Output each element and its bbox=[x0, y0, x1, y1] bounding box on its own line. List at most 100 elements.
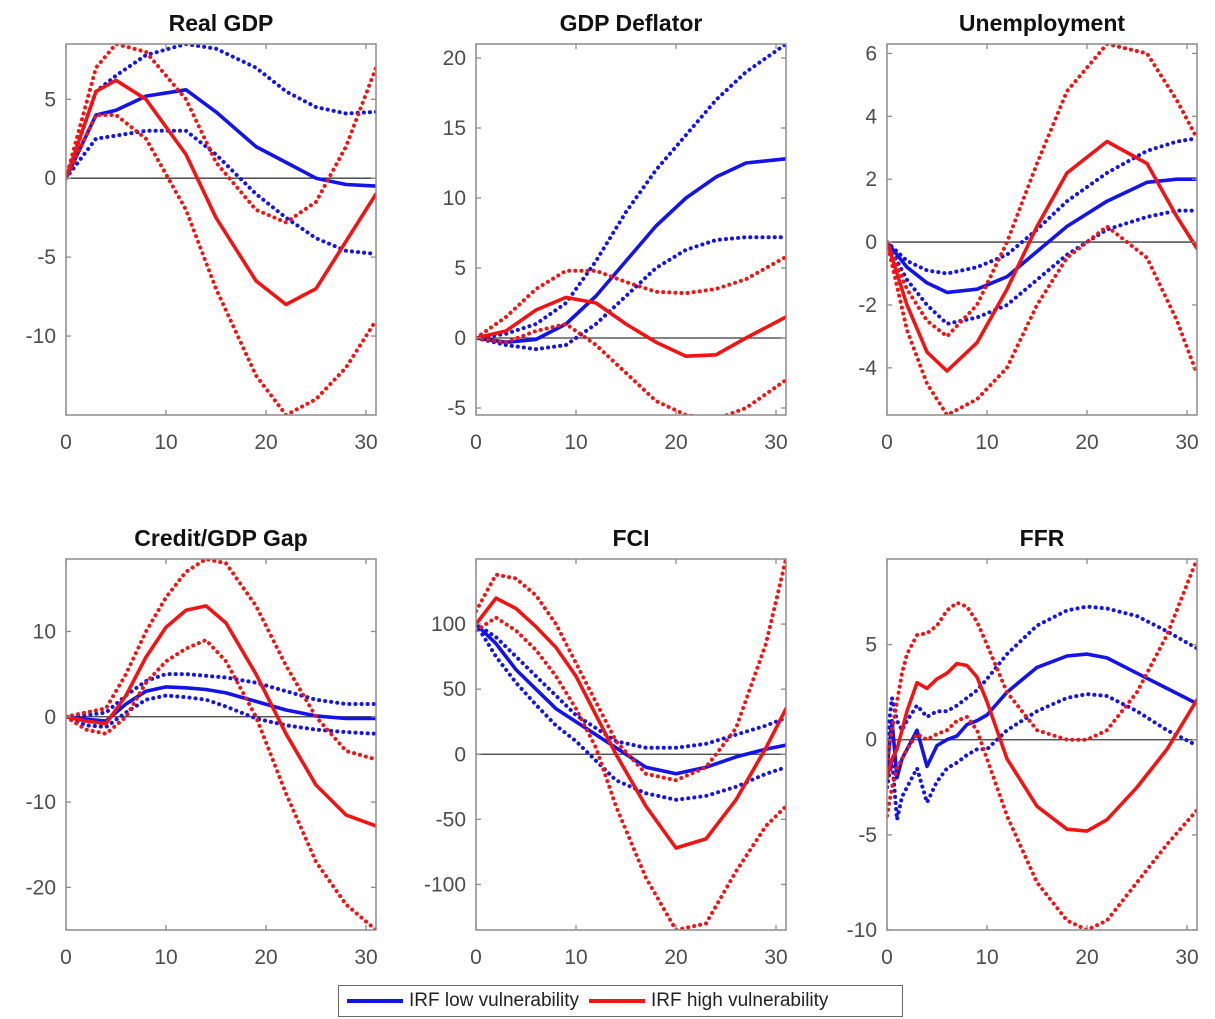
y-tick-label: 0 bbox=[454, 743, 466, 766]
series-line-4 bbox=[887, 559, 1197, 761]
y-tick-label: 0 bbox=[454, 327, 466, 350]
panel-5: FFR 0 10 20 30 -10 -5 0 5 bbox=[847, 525, 1199, 969]
series-line-1 bbox=[476, 44, 786, 340]
x-tick-label: 0 bbox=[470, 431, 482, 454]
y-tick-label: 5 bbox=[454, 257, 466, 280]
series-line-0 bbox=[887, 652, 1197, 780]
series-line-5 bbox=[887, 714, 1197, 930]
y-tick-label: 0 bbox=[865, 729, 877, 752]
panel-title: FFR bbox=[1020, 525, 1065, 551]
x-tick-label: 30 bbox=[1175, 431, 1198, 454]
x-tick-label: 30 bbox=[764, 431, 787, 454]
y-tick-label: 15 bbox=[443, 117, 466, 140]
series-line-4 bbox=[476, 559, 786, 783]
x-tick-label: 20 bbox=[1075, 431, 1098, 454]
series-line-5 bbox=[476, 615, 786, 930]
axes-frame bbox=[65, 558, 377, 931]
series-line-0 bbox=[887, 177, 1197, 295]
x-tick-label: 30 bbox=[764, 946, 787, 969]
y-tick-label: 2 bbox=[865, 168, 877, 191]
series-line-3 bbox=[476, 295, 786, 359]
panel-title: Real GDP bbox=[169, 10, 274, 36]
series-line-2 bbox=[66, 128, 376, 256]
y-tick-label: -50 bbox=[436, 808, 466, 831]
series-line-1 bbox=[66, 44, 376, 181]
legend-swatch-low bbox=[347, 999, 403, 1003]
y-tick-label: 0 bbox=[865, 231, 877, 254]
series-line-1 bbox=[476, 622, 786, 750]
panel-title: FCI bbox=[612, 525, 649, 551]
series-line-4 bbox=[887, 44, 1197, 339]
x-tick-label: 20 bbox=[1075, 946, 1098, 969]
series-line-2 bbox=[887, 692, 1197, 822]
legend-item-high: IRF high vulnerability bbox=[589, 990, 828, 1012]
y-tick-label: 6 bbox=[865, 42, 877, 65]
legend-label-low: IRF low vulnerability bbox=[409, 990, 579, 1011]
y-tick-label: -5 bbox=[447, 397, 466, 420]
series-line-5 bbox=[66, 113, 376, 415]
series-line-4 bbox=[66, 44, 376, 225]
x-tick-label: 30 bbox=[1175, 946, 1198, 969]
y-tick-label: -20 bbox=[26, 876, 56, 899]
legend-label-high: IRF high vulnerability bbox=[651, 990, 829, 1011]
legend-swatch-high bbox=[589, 999, 645, 1003]
y-tick-label: 5 bbox=[44, 88, 56, 111]
x-tick-label: 10 bbox=[564, 431, 587, 454]
series-line-5 bbox=[887, 224, 1197, 415]
series-line-5 bbox=[476, 322, 786, 415]
y-tick-label: -10 bbox=[847, 919, 877, 942]
series-line-0 bbox=[476, 622, 786, 776]
y-tick-label: -10 bbox=[26, 325, 56, 348]
y-tick-label: -100 bbox=[424, 873, 466, 896]
axes-frame bbox=[886, 43, 1198, 416]
series-line-1 bbox=[66, 672, 376, 719]
panel-title: Credit/GDP Gap bbox=[134, 525, 307, 551]
x-tick-label: 30 bbox=[354, 431, 377, 454]
y-tick-label: 100 bbox=[431, 613, 466, 636]
legend-item-low: IRF low vulnerability bbox=[347, 990, 579, 1012]
y-tick-label: -5 bbox=[858, 824, 877, 847]
y-tick-label: -5 bbox=[37, 246, 56, 269]
y-tick-label: 10 bbox=[33, 620, 56, 643]
panel-0: Real GDP 0 10 20 30 -10 -5 0 5 bbox=[26, 10, 378, 454]
axes-frame bbox=[475, 558, 787, 931]
panel-2: Unemployment 0 10 20 30 -4 -2 0 2 4 6 bbox=[858, 10, 1198, 454]
panel-3: Credit/GDP Gap 0 10 20 30 -20 -10 0 10 bbox=[26, 525, 378, 969]
x-tick-label: 0 bbox=[881, 946, 893, 969]
x-tick-label: 10 bbox=[154, 946, 177, 969]
series-line-0 bbox=[476, 157, 786, 345]
panel-title: GDP Deflator bbox=[560, 10, 703, 36]
x-tick-label: 10 bbox=[975, 431, 998, 454]
series-line-3 bbox=[66, 604, 376, 828]
x-tick-label: 0 bbox=[60, 946, 72, 969]
series-line-3 bbox=[66, 78, 376, 307]
x-tick-label: 20 bbox=[664, 431, 687, 454]
series-line-3 bbox=[887, 661, 1197, 833]
series-line-5 bbox=[66, 638, 376, 930]
x-tick-label: 20 bbox=[664, 946, 687, 969]
x-tick-label: 10 bbox=[154, 431, 177, 454]
series-line-2 bbox=[66, 693, 376, 736]
series-line-3 bbox=[887, 139, 1197, 373]
y-tick-label: 0 bbox=[44, 706, 56, 729]
x-tick-label: 20 bbox=[254, 946, 277, 969]
axes-frame bbox=[65, 43, 377, 416]
legend: IRF low vulnerability IRF high vulnerabi… bbox=[338, 985, 903, 1017]
y-tick-label: 50 bbox=[443, 678, 466, 701]
series-line-2 bbox=[476, 235, 786, 352]
axes-frame bbox=[475, 43, 787, 416]
x-tick-label: 20 bbox=[254, 431, 277, 454]
x-tick-label: 10 bbox=[975, 946, 998, 969]
y-tick-label: 10 bbox=[443, 187, 466, 210]
y-tick-label: -2 bbox=[858, 294, 877, 317]
series-line-2 bbox=[887, 208, 1197, 326]
series-line-0 bbox=[66, 88, 376, 188]
series-line-4 bbox=[66, 559, 376, 762]
panel-4: FCI 0 10 20 30 -100 -50 0 50 100 bbox=[424, 525, 788, 969]
y-tick-label: 5 bbox=[865, 634, 877, 657]
panel-title: Unemployment bbox=[959, 10, 1125, 36]
series-line-1 bbox=[887, 136, 1197, 276]
x-tick-label: 0 bbox=[60, 431, 72, 454]
